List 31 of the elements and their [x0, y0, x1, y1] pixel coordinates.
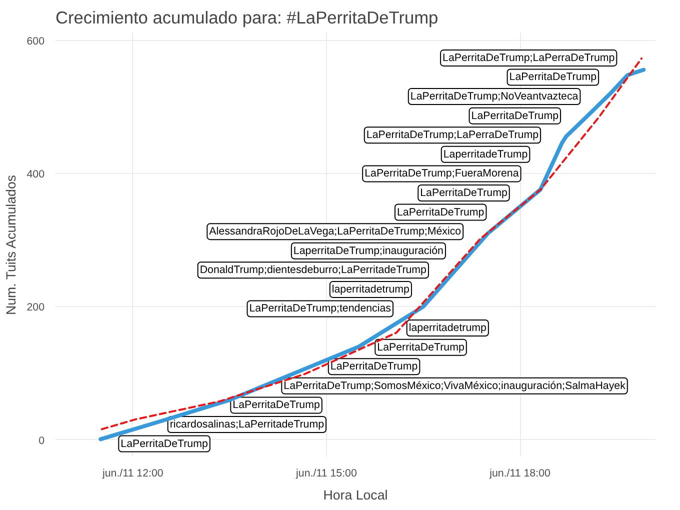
y-tick-label: 600 [26, 35, 45, 48]
annotation: LaPerritaDeTrump;LaPerraDeTrump [366, 129, 539, 142]
annotation: LaPerritaDeTrump [471, 110, 559, 122]
annotation: laperritadetrump [408, 322, 487, 334]
annotation: AlessandraRojoDeLaVega;LaPerritaDeTrump;México [209, 226, 462, 238]
annotation: LaperritaDeTrump;inauguración [293, 244, 444, 257]
annotation: LaperritadeTrump [443, 148, 528, 160]
y-tick-label: 200 [26, 302, 45, 314]
annotation: laperritadetrump [332, 283, 410, 296]
annotation: ricardosalinas;LaPerritadeTrump [170, 418, 324, 430]
annotation: LaPerritaDeTrump;FueraMorena [364, 168, 519, 180]
annotation: LaPerritaDeTrump;NoVeantvazteca [410, 90, 578, 103]
y-axis-title: Num. Tuits Acumulados [4, 174, 19, 315]
x-tick-label: jun./11 12:00 [102, 468, 164, 480]
y-tick-label: 400 [26, 168, 45, 181]
annotation: LaPerritaDeTrump [232, 399, 320, 412]
annotation: DonaldTrump;dientesdeburro;LaPerritadeTrump [200, 264, 427, 276]
annotation: LaPerritaDeTrump;LaPerraDeTrump [442, 52, 615, 64]
x-tick-label: jun./11 18:00 [488, 468, 551, 480]
x-tick-label: jun./11 15:00 [295, 468, 357, 480]
annotation: LaPerritaDeTrump [120, 438, 208, 450]
annotation: LaPerritaDeTrump;SomosMéxico;VivaMéxico;inauguración;SalmaHayek [284, 380, 626, 392]
y-tick-label: 0 [38, 434, 45, 447]
annotation: LaPerritaDeTrump [396, 206, 484, 218]
annotation: LaPerritaDeTrump [509, 71, 597, 84]
annotation: LaPerritaDeTrump [377, 341, 464, 354]
annotation: LaPerritaDeTrump;tendencias [249, 302, 392, 315]
x-axis-title: Hora Local [323, 488, 388, 502]
annotation: LaPerritaDeTrump [420, 186, 508, 199]
chart-title: Crecimiento acumulado para: #LaPerritaDeTrump [56, 8, 438, 28]
annotation: LaPerritaDeTrump [330, 360, 418, 373]
